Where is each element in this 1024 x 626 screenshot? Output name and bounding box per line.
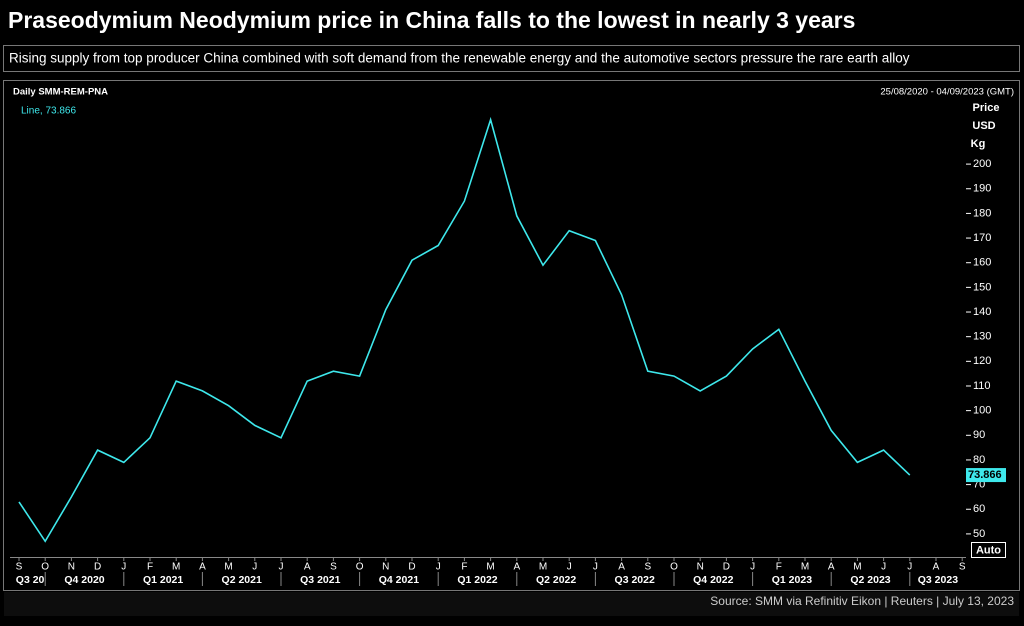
y-tick-label: 200: [973, 158, 991, 170]
y-tick-label: 180: [973, 207, 991, 219]
quarter-label: Q4 2020: [64, 574, 104, 586]
quarter-label: Q4 2021: [379, 574, 419, 586]
quarter-label: Q3 2021: [300, 574, 340, 586]
date-range: 25/08/2020 - 04/09/2023 (GMT): [880, 87, 1014, 98]
y-tick-label: 100: [973, 405, 991, 417]
x-tick-label: J: [279, 562, 284, 573]
quarter-label: Q3 2022: [615, 574, 655, 586]
x-tick-label: O: [356, 562, 364, 573]
quarter-label: Q3 20: [16, 574, 45, 586]
x-tick-label: M: [486, 562, 494, 573]
y-tick-label: 90: [973, 429, 985, 441]
legend: Line, 73.866: [21, 106, 76, 117]
x-tick-label: A: [199, 562, 206, 573]
quarter-label: Q2 2023: [850, 574, 890, 586]
price-line: [18, 116, 911, 543]
y-tick-label: 60: [973, 503, 985, 515]
subtitle: Rising supply from top producer China co…: [9, 51, 910, 66]
last-value-box: [966, 468, 1006, 483]
x-tick-label: O: [41, 562, 49, 573]
x-tick-label: J: [907, 562, 912, 573]
y-tick-label: 140: [973, 306, 991, 318]
x-tick-label: O: [670, 562, 678, 573]
y-tick-label: 110: [973, 380, 991, 392]
x-tick-label: J: [593, 562, 598, 573]
y-tick-label: 190: [973, 183, 991, 195]
y-tick-label: 50: [973, 528, 985, 540]
x-tick-label: D: [723, 562, 730, 573]
x-tick-label: F: [461, 562, 467, 573]
last-value-label: 73.866: [968, 469, 1002, 481]
y-tick-label: 150: [973, 281, 991, 293]
auto-button-label[interactable]: Auto: [976, 544, 1001, 556]
x-tick-label: J: [881, 562, 886, 573]
y-tick-label: 170: [973, 232, 991, 244]
quarter-label: Q2 2022: [536, 574, 576, 586]
quarter-label: Q1 2022: [457, 574, 497, 586]
x-tick-label: N: [697, 562, 704, 573]
x-tick-label: F: [776, 562, 782, 573]
y-axis-label: Kg: [971, 138, 986, 150]
title: Praseodymium Neodymium price in China fa…: [8, 7, 855, 33]
x-tick-label: A: [828, 562, 835, 573]
y-tick-label: 130: [973, 331, 991, 343]
x-tick-label: A: [304, 562, 311, 573]
quarter-label: Q1 2021: [143, 574, 183, 586]
x-tick-label: A: [618, 562, 625, 573]
x-tick-label: F: [147, 562, 153, 573]
x-tick-label: J: [750, 562, 755, 573]
quarter-label: Q4 2022: [693, 574, 733, 586]
x-tick-label: S: [959, 562, 966, 573]
quarter-label: Q1 2023: [772, 574, 812, 586]
x-tick-label: A: [513, 562, 520, 573]
x-tick-label: A: [933, 562, 940, 573]
y-axis-label: Price: [973, 102, 1000, 114]
quarter-label: Q2 2021: [222, 574, 262, 586]
x-tick-label: M: [853, 562, 861, 573]
source: Source: SMM via Refinitiv Eikon | Reuter…: [710, 594, 1014, 608]
y-tick-label: 160: [973, 257, 991, 269]
footer: [4, 592, 1019, 616]
y-axis-label: USD: [972, 120, 995, 132]
chart-panel: [3, 80, 1020, 591]
x-tick-label: J: [121, 562, 126, 573]
x-tick-label: S: [644, 562, 651, 573]
x-tick-label: D: [94, 562, 101, 573]
x-tick-label: N: [382, 562, 389, 573]
instrument: Daily SMM-REM-PNA: [13, 87, 108, 98]
y-tick-label: 80: [973, 454, 985, 466]
x-tick-label: M: [172, 562, 180, 573]
quarter-label: Q3 2023: [918, 574, 958, 586]
x-tick-label: S: [330, 562, 337, 573]
y-tick-label: 120: [973, 355, 991, 367]
x-tick-label: M: [801, 562, 809, 573]
x-tick-label: J: [436, 562, 441, 573]
x-tick-label: M: [539, 562, 547, 573]
x-tick-label: J: [567, 562, 572, 573]
auto-button[interactable]: [971, 542, 1006, 558]
x-tick-label: N: [68, 562, 75, 573]
subtitle-box: [3, 45, 1020, 72]
x-tick-label: D: [408, 562, 415, 573]
x-tick-label: J: [252, 562, 257, 573]
x-tick-label: S: [16, 562, 23, 573]
x-tick-label: M: [224, 562, 232, 573]
